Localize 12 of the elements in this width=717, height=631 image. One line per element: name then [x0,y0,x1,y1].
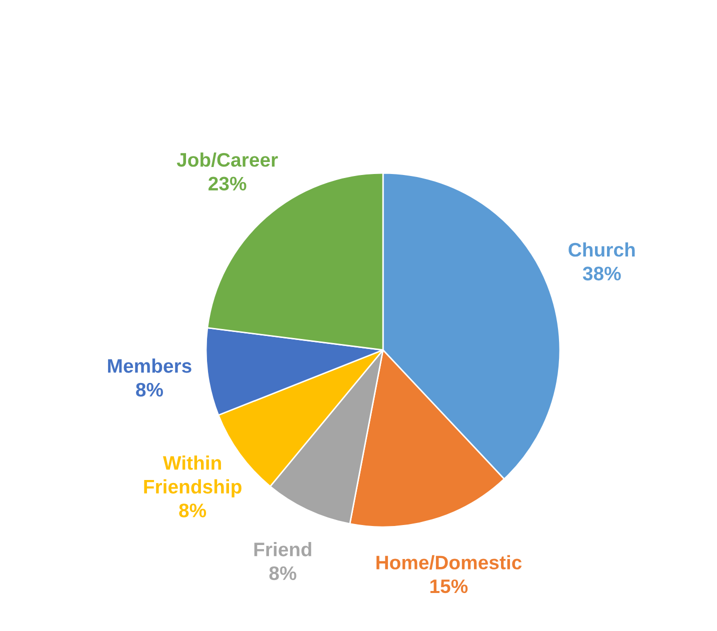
slice-label: Friend [254,542,312,556]
data-label: 23% [208,176,246,191]
data-label: 15% [430,579,468,594]
data-label: 38% [582,266,621,280]
slice-label: Job/Career [176,152,278,167]
slice-label: Home/Domestic [376,555,522,570]
data-label: 8% [136,382,163,397]
data-label: 8% [269,566,296,580]
slice-label: Within Friendship [144,456,242,498]
slice-label: Church [568,242,635,257]
slice-label: Members [108,358,192,373]
data-label: 8% [179,504,206,518]
